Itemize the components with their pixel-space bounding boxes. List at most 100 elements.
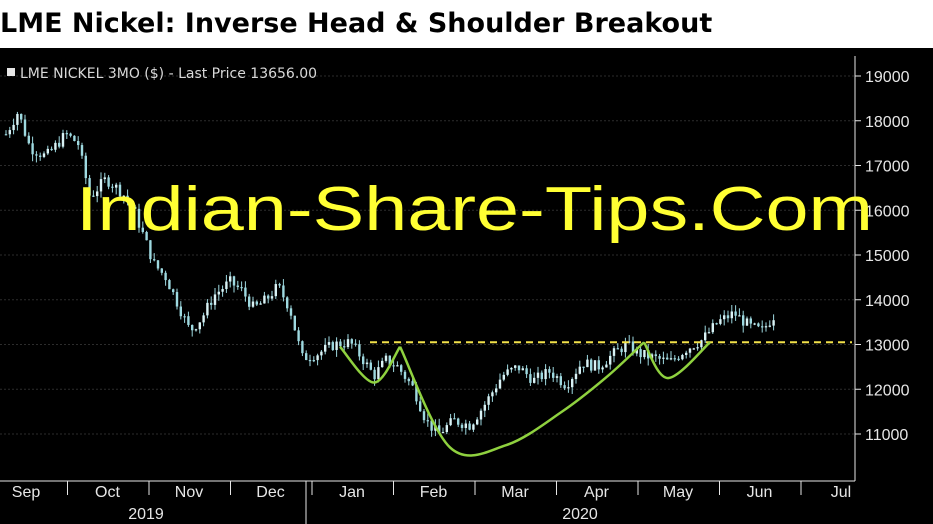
candle-body <box>449 418 452 426</box>
y-tick-label: 19000 <box>865 69 910 86</box>
candle-body <box>248 296 251 307</box>
candle-body <box>20 113 23 120</box>
candle-body <box>662 357 665 359</box>
candle-body <box>194 329 198 331</box>
candle-body <box>704 332 707 341</box>
y-tick-label: 13000 <box>865 338 910 355</box>
candle-body <box>411 381 414 386</box>
candle-body <box>555 376 559 378</box>
candle-body <box>115 184 118 188</box>
candle-body <box>582 366 585 368</box>
candle-body <box>240 287 243 289</box>
candle-body <box>8 130 11 135</box>
candle-body <box>677 358 680 360</box>
candle-body <box>715 323 718 325</box>
candle-body <box>487 396 490 405</box>
candle-body <box>267 295 270 299</box>
candle-body <box>400 365 403 372</box>
candle-body <box>574 373 578 380</box>
candle-body <box>563 385 566 389</box>
candle-body <box>616 348 619 350</box>
candle-body <box>384 355 388 361</box>
candle-body <box>206 302 209 316</box>
candle-body <box>339 341 342 347</box>
candle-body <box>521 368 524 371</box>
candle-body <box>525 368 528 375</box>
candle-body <box>601 367 604 370</box>
candle-body <box>202 315 205 323</box>
candle-body <box>293 315 296 331</box>
x-tick-label: Feb <box>420 484 448 501</box>
candle-body <box>88 178 91 196</box>
candle-body <box>191 324 194 331</box>
candle-body <box>308 359 312 362</box>
candle-body <box>286 297 289 309</box>
candle-body <box>255 301 258 305</box>
candle-body <box>358 344 361 357</box>
candle-body <box>69 133 72 136</box>
candle-body <box>540 372 543 380</box>
x-tick-label: Oct <box>95 484 120 501</box>
candle-body <box>757 323 760 327</box>
candle-body <box>650 354 654 359</box>
candle-body <box>327 342 331 345</box>
candle-body <box>305 353 308 360</box>
candle-body <box>628 341 631 343</box>
candle-body <box>141 227 144 233</box>
candle-body <box>768 325 771 327</box>
candle-body <box>54 142 57 150</box>
candle-body <box>335 341 338 350</box>
candle-body <box>654 354 657 357</box>
y-tick-label: 15000 <box>865 248 910 265</box>
candle-body <box>483 404 486 411</box>
candle-body <box>183 316 186 318</box>
candle-body <box>468 423 471 430</box>
candle-body <box>639 349 642 358</box>
candle-body <box>761 326 764 328</box>
candle-body <box>122 195 125 197</box>
candle-body <box>730 311 733 319</box>
candle-body <box>369 362 372 370</box>
candle-body <box>217 291 220 295</box>
candle-body <box>221 289 224 292</box>
head-and-shoulders-curve <box>339 341 711 457</box>
candle-body <box>187 316 190 325</box>
candle-body <box>685 352 688 355</box>
candle-body <box>274 284 277 297</box>
candle-body <box>198 322 201 330</box>
candle-body <box>707 332 711 334</box>
candle-body <box>160 268 163 273</box>
candle-body <box>282 285 285 298</box>
candle-body <box>225 281 228 290</box>
candle-body <box>396 365 399 367</box>
legend-label: LME NICKEL 3MO ($) - Last Price 13656.00 <box>20 66 317 82</box>
candle-body <box>377 367 380 380</box>
candle-body <box>4 134 8 136</box>
candle-body <box>498 379 502 389</box>
watermark-text: Indian-Share-Tips.Com <box>76 175 873 244</box>
candle-body <box>631 341 635 354</box>
candle-body <box>711 323 714 333</box>
candle-body <box>58 142 61 147</box>
candle-body <box>73 135 76 142</box>
candle-body <box>61 133 65 147</box>
candle-body <box>50 148 53 151</box>
candle-body <box>700 340 703 348</box>
candle-body <box>506 369 509 375</box>
candle-body <box>734 311 737 316</box>
candle-body <box>236 285 239 288</box>
candle-body <box>476 419 479 425</box>
candle-body <box>457 418 460 425</box>
candle-body <box>536 372 540 378</box>
candle-body <box>175 292 179 307</box>
x-tick-label: Dec <box>256 484 284 501</box>
candle-body <box>350 339 353 344</box>
y-tick-label: 18000 <box>865 114 910 131</box>
candle-body <box>232 276 236 286</box>
candle-body <box>381 360 384 368</box>
x-tick-label: Apr <box>584 484 610 501</box>
candle-body <box>772 320 775 326</box>
x-tick-label: Mar <box>501 484 529 501</box>
candle-body <box>96 191 99 197</box>
candle-body <box>609 355 612 365</box>
